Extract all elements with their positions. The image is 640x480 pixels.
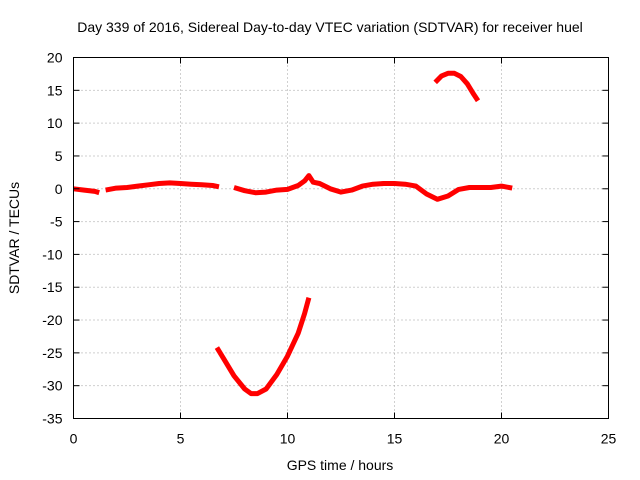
x-tick-label: 25: [601, 431, 617, 447]
y-tick-label: 15: [47, 82, 63, 98]
y-axis-label: SDTVAR / TECUs: [6, 182, 22, 294]
y-tick-label: -30: [42, 378, 62, 394]
y-tick-label: 10: [47, 115, 63, 131]
y-tick-label: -35: [42, 411, 62, 427]
series-line: [214, 297, 312, 397]
chart-title: Day 339 of 2016, Sidereal Day-to-day VTE…: [77, 19, 583, 35]
x-tick-label: 0: [70, 431, 78, 447]
y-tick-label: -5: [50, 214, 63, 230]
tick-labels: 0 5 10 15 20 25 20 15 10 5 0 -5 -10 -15 -20 -25 -30 -35: [42, 50, 616, 447]
series-line: [73, 186, 100, 196]
ticks: [73, 57, 609, 419]
grid: [73, 57, 609, 419]
x-axis-label: GPS time / hours: [287, 457, 394, 473]
series-line: [233, 173, 513, 202]
y-tick-label: 5: [55, 148, 63, 164]
series-layer: [73, 70, 513, 397]
series-line: [105, 180, 220, 193]
x-tick-label: 15: [387, 431, 403, 447]
y-tick-label: -25: [42, 345, 62, 361]
y-tick-label: 0: [55, 181, 63, 197]
x-tick-label: 10: [280, 431, 296, 447]
x-tick-label: 5: [177, 431, 185, 447]
x-tick-label: 20: [494, 431, 510, 447]
plot-frame: [73, 57, 609, 419]
y-tick-label: -10: [42, 246, 62, 262]
y-tick-label: -20: [42, 312, 62, 328]
y-tick-label: 20: [47, 50, 63, 66]
y-tick-label: -15: [42, 279, 62, 295]
series-line: [433, 70, 481, 103]
